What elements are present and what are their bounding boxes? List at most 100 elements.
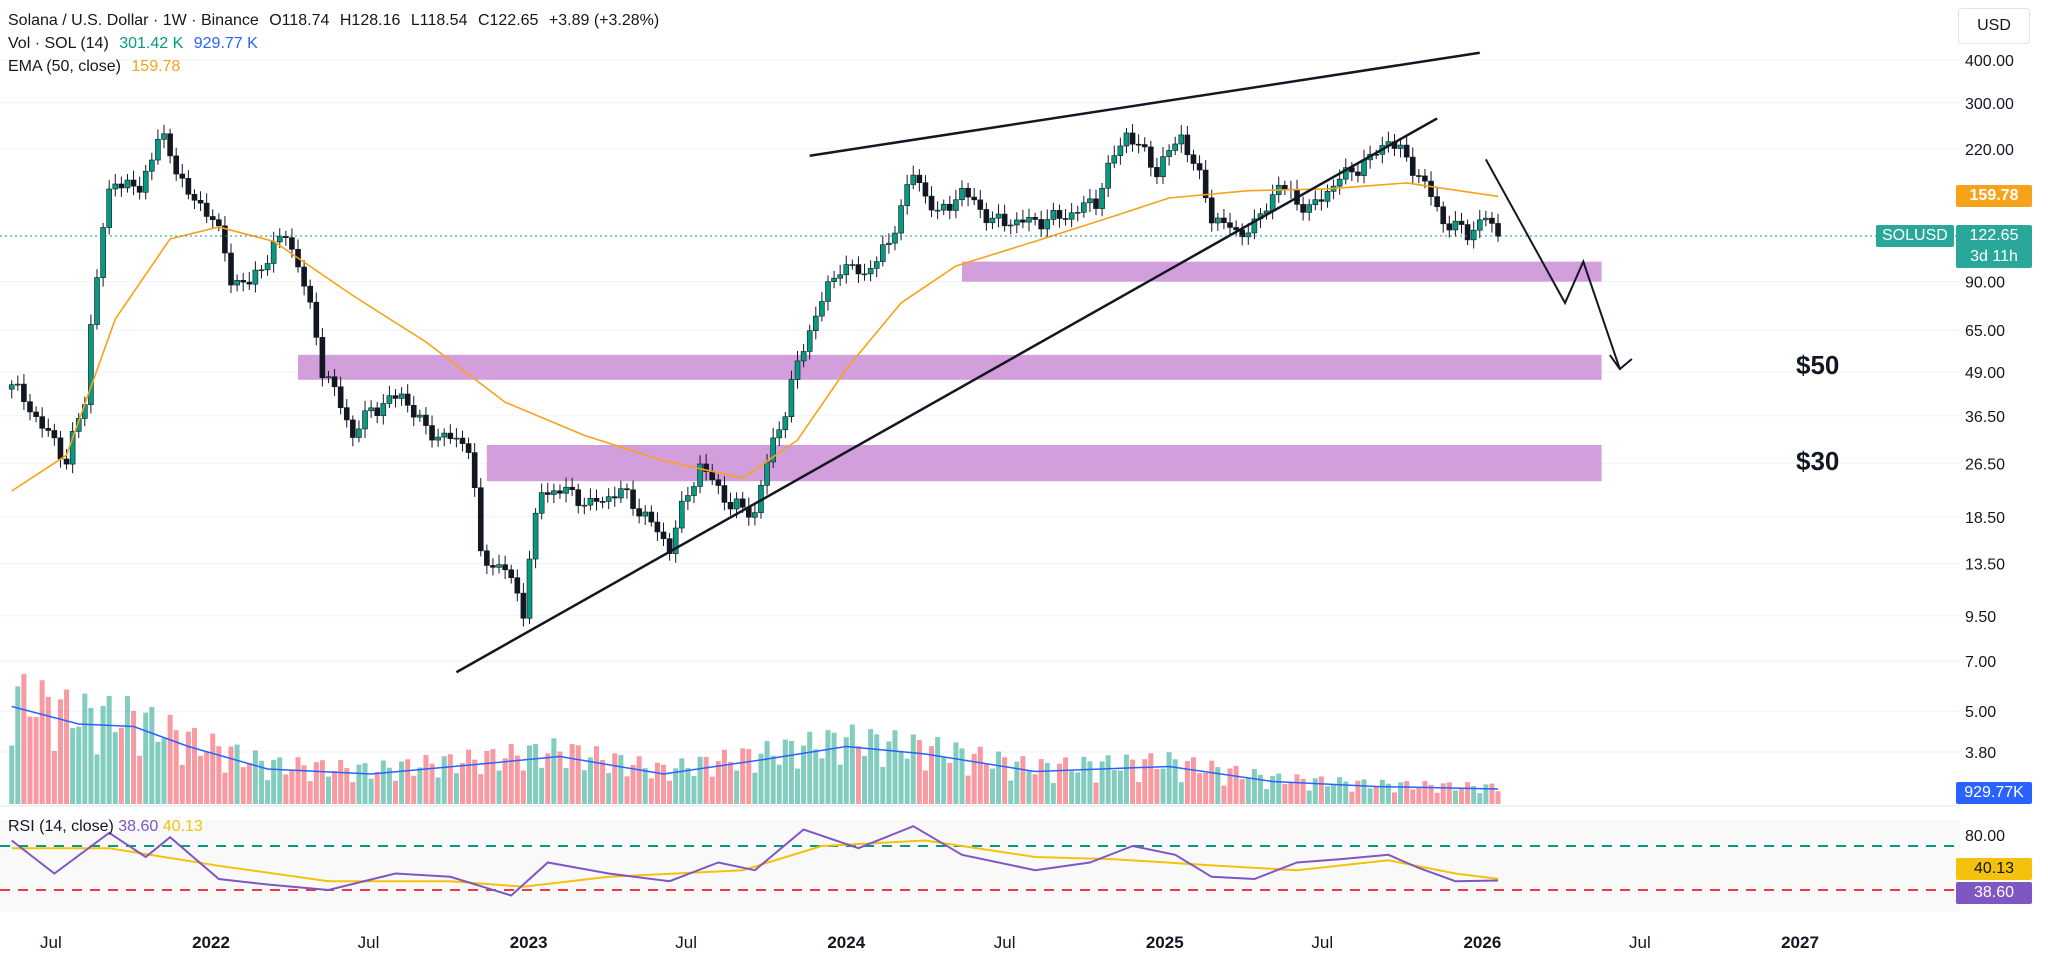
candle <box>1440 201 1447 233</box>
volume-bar <box>880 767 886 804</box>
candle-body <box>551 490 557 495</box>
legend-vol-label: Vol · SOL (14) <box>8 35 109 52</box>
candle <box>544 482 551 503</box>
candle <box>1196 155 1203 180</box>
candle-body <box>484 550 490 566</box>
symbol-tag: SOLUSD <box>1876 225 1954 247</box>
volume-bar <box>703 756 709 804</box>
volume-ma-line <box>11 705 1499 790</box>
volume-bar <box>1093 782 1099 804</box>
currency-button[interactable]: USD <box>1958 8 2030 44</box>
candle <box>916 169 923 192</box>
projection-arrow <box>1484 158 1633 371</box>
volume-bar <box>1410 789 1416 804</box>
candle-body <box>642 511 649 517</box>
candle <box>69 422 76 474</box>
volume-bar <box>1446 782 1452 804</box>
legend-ema-label: EMA (50, close) <box>8 58 121 75</box>
candle <box>270 231 277 273</box>
candle <box>1105 155 1111 197</box>
volume-bar <box>916 739 922 804</box>
candle <box>39 407 45 438</box>
candle-body <box>459 437 466 444</box>
candle-body <box>752 512 758 518</box>
volume-bar <box>179 764 185 804</box>
volume-bar <box>862 755 868 804</box>
candle <box>1184 125 1191 163</box>
candle <box>1056 204 1063 228</box>
candle <box>1221 208 1227 230</box>
candle <box>642 505 649 526</box>
volume-bar <box>1130 759 1136 804</box>
candle-body <box>1452 220 1459 231</box>
candle <box>1154 157 1160 185</box>
candle-body <box>581 504 588 507</box>
volume-bar <box>1331 784 1337 804</box>
volume-bar <box>161 738 167 804</box>
candle-body <box>928 195 935 211</box>
volume-bar <box>210 733 216 804</box>
candle <box>216 213 222 232</box>
volume-bar <box>478 774 484 804</box>
rsi-line <box>11 825 1499 897</box>
volume-bar <box>399 761 405 804</box>
candle-body <box>161 133 167 140</box>
volume-bar <box>1221 785 1227 804</box>
candle <box>124 174 131 193</box>
candle <box>1190 149 1197 171</box>
candle-body <box>258 269 265 272</box>
candle <box>1178 124 1185 153</box>
volume-bar <box>1002 757 1008 804</box>
annotation-50: $50 <box>1796 350 1840 380</box>
volume-bar <box>600 759 606 804</box>
volume-bar <box>935 737 941 804</box>
volume-bar <box>222 772 228 804</box>
candle-body <box>1117 145 1124 156</box>
volume-bar <box>1404 781 1410 804</box>
volume-bar <box>874 734 880 804</box>
volume-bar <box>1142 759 1148 804</box>
volume-bar <box>557 751 563 804</box>
candle <box>1068 203 1075 228</box>
candle <box>417 409 423 422</box>
volume-bar <box>1245 778 1251 804</box>
volume-bar <box>319 760 325 804</box>
candle <box>1129 124 1136 152</box>
candle <box>1409 147 1416 185</box>
volume-bar <box>734 770 740 804</box>
candle-body <box>27 401 33 413</box>
candle <box>197 191 204 211</box>
volume-bar <box>1349 791 1355 804</box>
candle-body <box>398 393 405 399</box>
volume-bar <box>618 755 624 804</box>
candle <box>1489 212 1495 233</box>
candle-body <box>1434 196 1440 208</box>
candle-body <box>1111 155 1118 164</box>
candle <box>1141 137 1148 152</box>
legend-low: L118.54 <box>410 12 468 29</box>
candle <box>563 477 569 503</box>
volume-bar <box>514 755 520 804</box>
candle-body <box>1440 206 1447 225</box>
candle-body <box>216 219 222 227</box>
candle-body <box>1056 210 1063 219</box>
candle-body <box>861 273 868 276</box>
time-axis-label: 2025 <box>1146 933 1184 952</box>
volume-bar <box>929 746 935 804</box>
candle <box>1117 137 1124 165</box>
candle <box>465 437 472 460</box>
candle-body <box>1050 210 1057 220</box>
candle <box>593 489 600 511</box>
legend-close: C122.65 <box>477 12 539 29</box>
candle-body <box>800 351 807 362</box>
candle-body <box>727 502 734 510</box>
candle-body <box>496 564 502 568</box>
candle-body <box>417 414 423 418</box>
volume-bar <box>204 751 210 804</box>
candle-body <box>855 264 862 275</box>
volume-bar <box>411 775 417 804</box>
candle <box>855 256 862 284</box>
candle <box>100 222 106 287</box>
volume-bar <box>332 771 338 804</box>
candle <box>934 201 941 220</box>
